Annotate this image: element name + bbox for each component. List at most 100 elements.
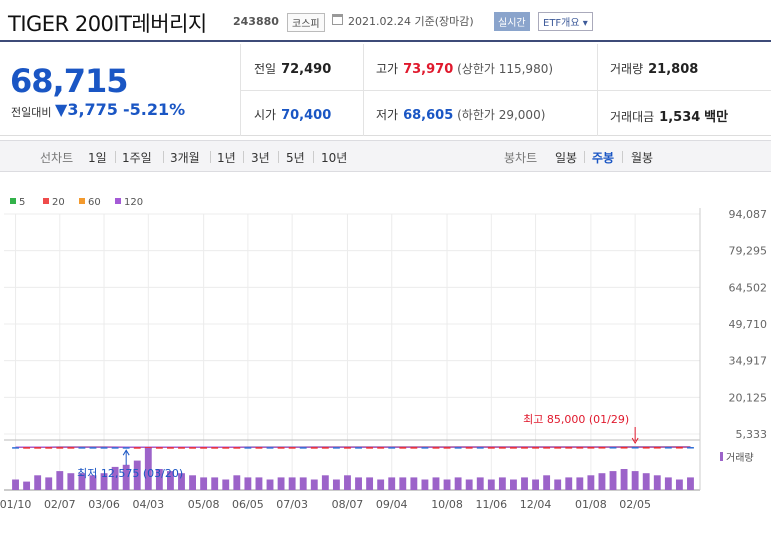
volume-bar [510, 479, 517, 490]
candle-body [12, 447, 19, 449]
candle-body [144, 447, 152, 449]
x-tick-label: 06/05 [232, 498, 264, 511]
candle-body [344, 447, 351, 449]
volume-bar [200, 477, 208, 490]
y-tick-label: 34,917 [729, 355, 768, 368]
volume-bar [23, 481, 31, 490]
volume-bar [78, 473, 86, 490]
realtime-button[interactable]: 실시간 [494, 12, 530, 31]
change-label: 전일대비 [11, 106, 52, 119]
candle-body [122, 447, 130, 449]
y-tick-label: 79,295 [729, 245, 768, 258]
base-date: 2021.02.24 기준(장마감) [348, 15, 474, 28]
candle-body [377, 447, 385, 449]
candle-body [454, 447, 462, 449]
tab-10y[interactable]: 10년 [321, 151, 348, 165]
candle-body [111, 447, 119, 449]
candle-body [45, 447, 53, 449]
change-percent: -5.21% [123, 100, 186, 119]
candle-body [587, 447, 595, 449]
x-tick-label: 11/06 [475, 498, 507, 511]
volume-bar [12, 479, 19, 490]
tab-3y[interactable]: 3년 [251, 151, 270, 165]
tab-1y[interactable]: 1년 [217, 151, 236, 165]
legend-swatch-120 [115, 198, 121, 204]
volume-bar [532, 479, 539, 490]
y-tick-label: 5,333 [736, 428, 768, 441]
candle-body [167, 447, 174, 449]
x-tick-label: 09/04 [376, 498, 408, 511]
legend-label-120: 120 [124, 197, 143, 208]
x-tick-label: 10/08 [431, 498, 463, 511]
candle-body [399, 447, 407, 449]
tab-daily[interactable]: 일봉 [555, 151, 578, 165]
candle-body [565, 447, 573, 449]
candle-body [631, 447, 639, 449]
candle-body [133, 447, 141, 449]
volume-bar [366, 477, 374, 490]
etf-info-dropdown[interactable]: ETF개요 ▾ [538, 12, 593, 31]
y-tick-label: 94,087 [729, 208, 768, 221]
volume-bar [432, 477, 440, 490]
legend-swatch-60 [79, 198, 85, 204]
volume-bar [554, 479, 562, 490]
candle-body [288, 447, 296, 449]
price-chart: 5 20 60 120 94,087 79,295 64,502 49,710 34,917 20… [0, 186, 771, 533]
candle-body [78, 447, 86, 449]
candle-body [487, 447, 495, 449]
tab-5y[interactable]: 5년 [286, 151, 305, 165]
candle-body [620, 447, 628, 449]
candle-body [34, 447, 42, 449]
candle-body [332, 447, 340, 449]
x-tick-label: 01/10 [0, 498, 31, 511]
legend-label-60: 60 [88, 197, 101, 208]
candle-body [653, 447, 661, 449]
down-arrow-icon: ▼ [55, 100, 68, 119]
volume-bar [487, 479, 495, 490]
volume-bar [344, 475, 351, 490]
low-arrow-head-icon [122, 449, 130, 456]
tab-weekly[interactable]: 주봉 [592, 151, 615, 165]
candle-body [277, 447, 285, 449]
candle-body [310, 447, 318, 449]
stock-code: 243880 [233, 15, 279, 28]
candle-body [543, 447, 551, 449]
volume-bar [598, 473, 606, 490]
candle-body [432, 447, 440, 449]
volume-bar [498, 477, 506, 490]
candle-body [178, 447, 185, 449]
calendar-icon [332, 14, 343, 25]
tab-1d[interactable]: 1일 [88, 151, 107, 165]
y-tick-label: 49,710 [729, 318, 768, 331]
candle-body [89, 447, 97, 449]
volume-bar [664, 477, 672, 490]
tab-1w[interactable]: 1주일 [122, 151, 152, 165]
candle-body [598, 447, 606, 449]
volume-bar [454, 477, 462, 490]
candle-body [56, 447, 64, 449]
volume-bar [167, 471, 174, 490]
market-badge: 코스피 [287, 13, 325, 32]
volume-bar [244, 477, 252, 490]
stock-name: TIGER 200IT레버리지 [8, 12, 207, 36]
chart-period-tabs: 선차트 1일 1주일 3개월 1년 3년 5년 10년 봉차트 일봉 주봉 월봉 [0, 140, 771, 172]
candle-body [299, 447, 307, 449]
candle-body [687, 447, 694, 449]
candle-body [675, 447, 683, 449]
volume-bar [56, 471, 64, 490]
candle-body [664, 447, 672, 449]
volume-bar [277, 477, 285, 490]
tab-3m[interactable]: 3개월 [170, 151, 200, 165]
volume-bar [222, 479, 230, 490]
x-tick-label: 08/07 [332, 498, 364, 511]
candle-body [67, 447, 75, 449]
volume-legend-label: 거래량 [726, 452, 754, 464]
tab-monthly[interactable]: 월봉 [631, 151, 654, 165]
price-summary: 68,715 전일대비 ▼3,775 -5.21% 전일 72,490 고가 73,… [0, 44, 771, 136]
line-chart-label: 선차트 [40, 151, 74, 165]
legend-swatch-5 [10, 198, 16, 204]
volume-bar [122, 464, 130, 490]
volume-bar [675, 479, 683, 490]
candle-body [100, 447, 108, 449]
candle-body [23, 447, 31, 449]
